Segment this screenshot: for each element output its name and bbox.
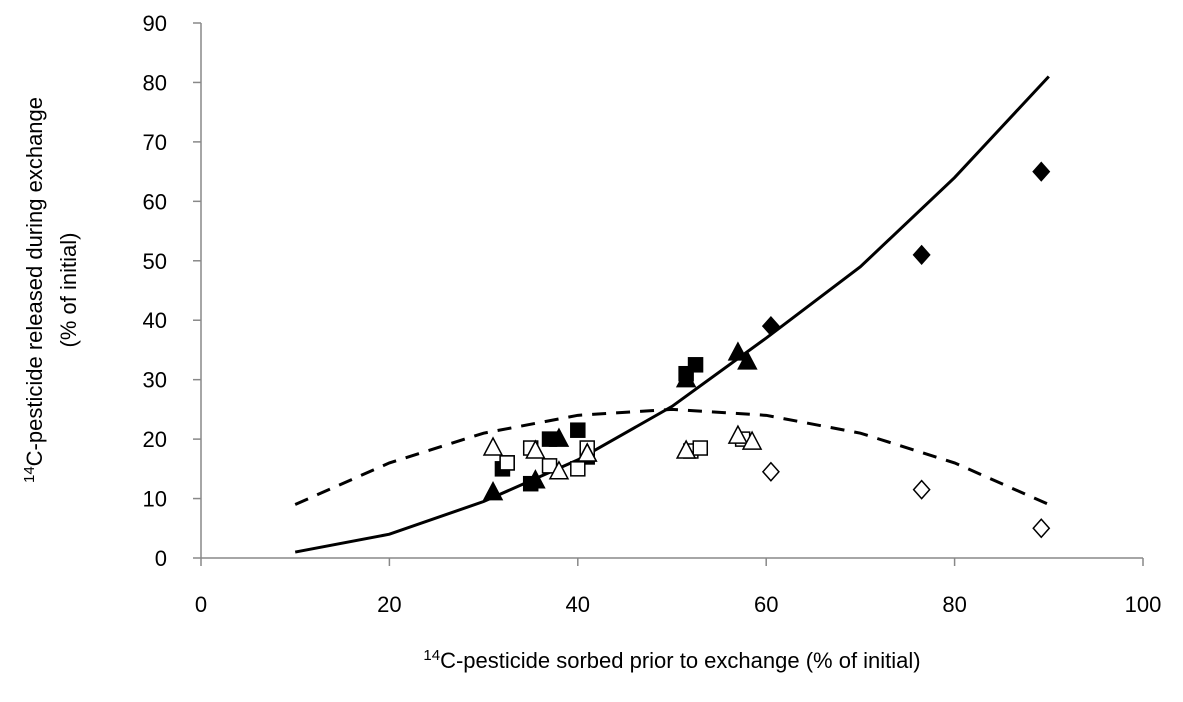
- triangle-marker: [525, 439, 546, 459]
- y-axis-label-text: C-pesticide released during exchange: [22, 97, 47, 466]
- y-tick-label: 80: [143, 70, 167, 95]
- y-tick-label: 90: [143, 11, 167, 36]
- triangle-marker: [675, 439, 697, 459]
- y-tick-label: 20: [143, 427, 167, 452]
- square-marker: [692, 440, 709, 456]
- y-tick-label: 60: [143, 189, 167, 214]
- y-tick-label: 70: [143, 130, 167, 155]
- triangle-marker: [482, 436, 504, 456]
- x-tick-label: 0: [195, 592, 207, 617]
- triangle-marker: [741, 430, 763, 450]
- y-tick-label: 50: [143, 249, 167, 274]
- y-axis-label-sup: 14: [21, 466, 38, 483]
- x-tick-label: 40: [566, 592, 590, 617]
- y-tick-label: 0: [155, 546, 167, 571]
- x-tick-label: 20: [377, 592, 401, 617]
- square-marker: [570, 461, 586, 477]
- square-marker: [499, 455, 515, 471]
- triangle-marker: [548, 427, 570, 447]
- triangle-marker: [727, 424, 749, 444]
- triangle-marker: [675, 368, 697, 388]
- triangle-marker: [727, 341, 749, 361]
- diamond-marker: [1032, 518, 1051, 539]
- diamond-marker: [761, 316, 780, 337]
- diamond-marker: [1032, 161, 1051, 182]
- x-axis-label-sup: 14: [423, 647, 440, 664]
- y-axis-label: 14C-pesticide released during exchange: [21, 97, 47, 483]
- y-tick-label: 30: [143, 368, 167, 393]
- y-tick-label: 10: [143, 487, 167, 512]
- triangle-marker: [576, 442, 598, 462]
- y-axis-label-2: (% of initial): [56, 233, 81, 348]
- square-marker: [687, 357, 704, 373]
- x-tick-label: 100: [1125, 592, 1162, 617]
- x-tick-label: 60: [754, 592, 778, 617]
- x-axis-label-text: C-pesticide sorbed prior to exchange (% …: [440, 648, 921, 673]
- triangle-marker: [525, 469, 546, 489]
- triangle-marker: [737, 350, 758, 370]
- solid-line: [294, 75, 1050, 554]
- x-axis-label: 14C-pesticide sorbed prior to exchange (…: [423, 647, 920, 673]
- diamond-marker: [912, 479, 931, 500]
- triangle-marker: [548, 460, 570, 480]
- x-tick-label: 80: [942, 592, 966, 617]
- square-marker: [570, 422, 586, 438]
- diamond-marker: [912, 244, 931, 265]
- diamond-marker: [761, 461, 780, 482]
- y-tick-label: 40: [143, 308, 167, 333]
- dashed-line: [294, 407, 1050, 506]
- triangle-marker: [482, 481, 504, 501]
